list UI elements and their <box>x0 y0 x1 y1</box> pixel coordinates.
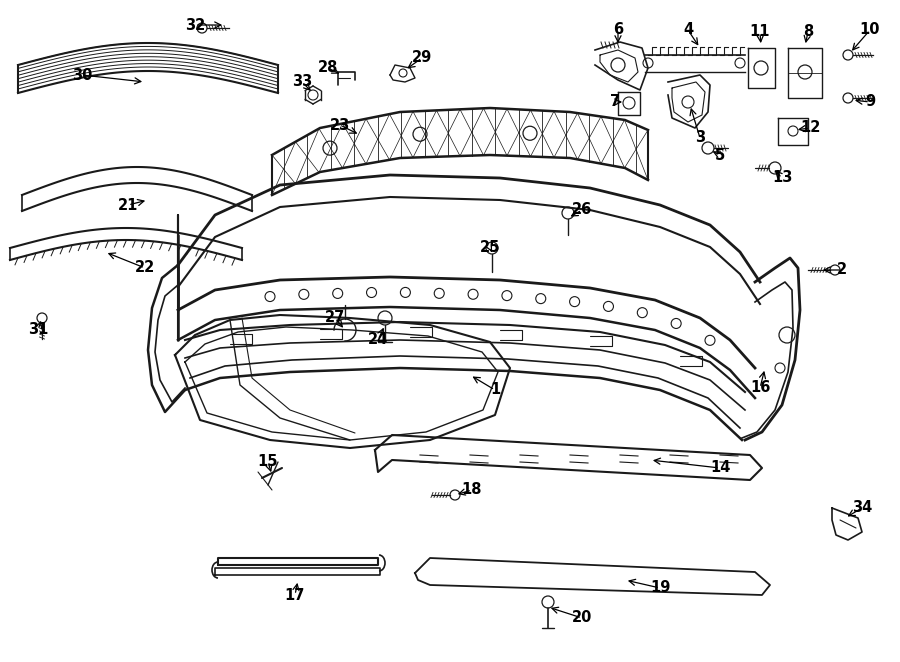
Text: 3: 3 <box>695 130 705 146</box>
Text: 24: 24 <box>368 332 388 348</box>
Text: 28: 28 <box>318 60 338 75</box>
Text: 23: 23 <box>330 117 350 132</box>
Text: 15: 15 <box>257 455 278 469</box>
Text: 1: 1 <box>490 383 500 397</box>
Text: 26: 26 <box>572 203 592 218</box>
Text: 12: 12 <box>800 120 820 136</box>
Text: 32: 32 <box>184 17 205 32</box>
Text: 8: 8 <box>803 24 813 40</box>
Text: 16: 16 <box>750 381 770 395</box>
Text: 13: 13 <box>772 171 792 185</box>
Text: 20: 20 <box>572 610 592 626</box>
Text: 4: 4 <box>683 23 693 38</box>
Text: 9: 9 <box>865 95 875 109</box>
Text: 10: 10 <box>860 23 880 38</box>
Text: 19: 19 <box>650 581 670 596</box>
Text: 22: 22 <box>135 261 155 275</box>
Text: 29: 29 <box>412 50 432 66</box>
Text: 14: 14 <box>710 461 730 475</box>
Text: 33: 33 <box>292 75 312 89</box>
Text: 7: 7 <box>610 95 620 109</box>
Text: 21: 21 <box>118 197 139 213</box>
Text: 17: 17 <box>284 587 305 602</box>
Text: 11: 11 <box>750 24 770 40</box>
Text: 31: 31 <box>28 322 49 338</box>
Text: 34: 34 <box>852 500 872 516</box>
Text: 18: 18 <box>462 483 482 498</box>
Text: 5: 5 <box>715 148 725 162</box>
Text: 6: 6 <box>613 23 623 38</box>
Text: 27: 27 <box>325 310 345 326</box>
Text: 30: 30 <box>72 68 92 83</box>
Text: 25: 25 <box>480 240 500 256</box>
Text: 2: 2 <box>837 263 847 277</box>
